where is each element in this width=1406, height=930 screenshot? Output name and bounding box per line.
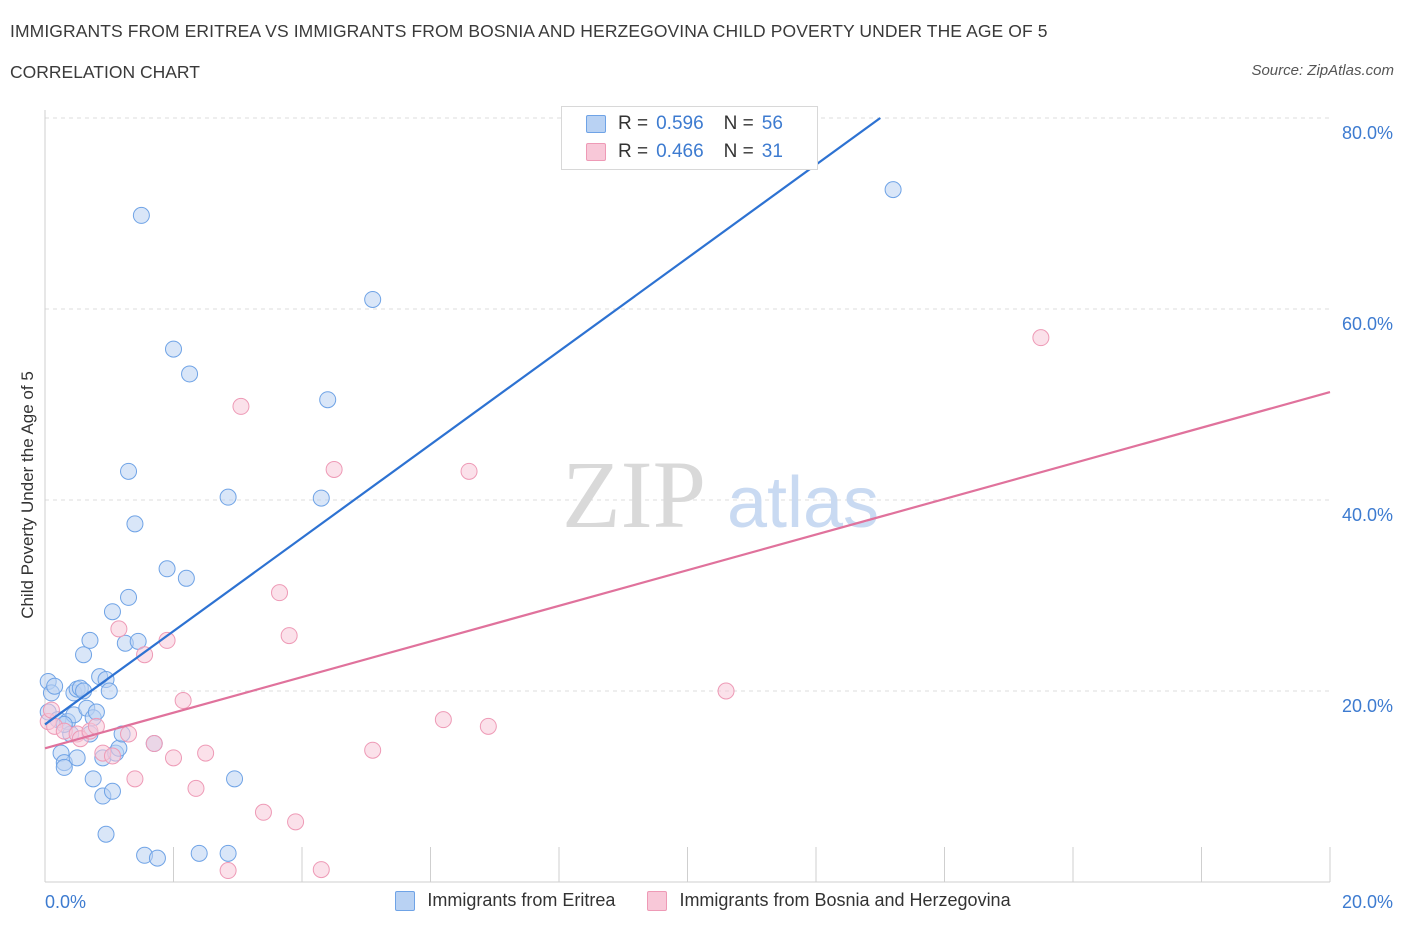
legend-swatch-eritrea (586, 115, 606, 133)
data-point-bosnia (120, 725, 138, 743)
data-point-eritrea (181, 365, 199, 383)
data-point-bosnia (232, 397, 250, 415)
trend-line-bosnia (44, 391, 1331, 750)
data-point-eritrea (312, 489, 330, 507)
legend-label-eritrea: Immigrants from Eritrea (427, 890, 616, 910)
data-point-eritrea (87, 703, 105, 721)
data-point-bosnia (434, 711, 452, 729)
chart-title: IMMIGRANTS FROM ERITREA VS IMMIGRANTS FR… (10, 21, 1048, 41)
y-tick-label: 40.0% (1342, 505, 1393, 525)
data-point-eritrea (226, 770, 244, 788)
data-point-eritrea (126, 515, 144, 533)
chart-subtitle: CORRELATION CHART (10, 62, 200, 82)
data-point-bosnia (479, 717, 497, 735)
trend-lines (44, 117, 1331, 750)
legend-swatch-eritrea (395, 890, 416, 911)
data-point-eritrea (364, 290, 382, 308)
stats-legend-row-eritrea: R = 0.596 N = 56 (586, 112, 803, 136)
data-point-eritrea (120, 588, 138, 606)
legend-item-eritrea[interactable]: Immigrants from Eritrea (395, 890, 615, 911)
n-value: 31 (761, 141, 783, 162)
n-label: N = (723, 113, 754, 134)
n-label: N = (723, 141, 754, 162)
data-point-bosnia (364, 741, 382, 759)
data-point-bosnia (187, 779, 205, 797)
data-point-bosnia (174, 692, 192, 710)
data-point-eritrea (120, 462, 138, 480)
data-point-bosnia (325, 460, 343, 478)
r-label: R = (618, 113, 649, 134)
data-point-eritrea (81, 631, 99, 649)
data-point-eritrea (884, 181, 902, 199)
data-point-eritrea (190, 844, 208, 862)
r-label: R = (618, 141, 649, 162)
watermark-atlas: atlas (727, 463, 879, 543)
data-point-eritrea (158, 560, 176, 578)
stats-legend: R = 0.596 N = 56 R = 0.466 N = 31 (561, 106, 818, 170)
data-point-bosnia (219, 862, 237, 880)
data-point-bosnia (42, 701, 60, 719)
data-points (39, 181, 1050, 880)
data-point-eritrea (219, 844, 237, 862)
stats-legend-row-bosnia: R = 0.466 N = 31 (586, 140, 803, 164)
data-point-bosnia (254, 803, 272, 821)
y-tick-label: 80.0% (1342, 123, 1393, 143)
x-tick-label: 20.0% (1342, 892, 1393, 912)
data-point-eritrea (148, 849, 166, 867)
data-point-bosnia (717, 682, 735, 700)
data-point-eritrea (319, 391, 337, 409)
n-value: 56 (761, 113, 783, 134)
data-point-eritrea (46, 677, 64, 695)
data-point-eritrea (132, 206, 150, 224)
r-value: 0.466 (656, 141, 704, 162)
data-point-bosnia (271, 584, 289, 602)
data-point-bosnia (145, 735, 163, 753)
y-tick-label: 20.0% (1342, 696, 1393, 716)
data-point-bosnia (460, 462, 478, 480)
data-point-eritrea (165, 340, 182, 358)
legend-label-bosnia: Immigrants from Bosnia and Herzegovina (679, 890, 1011, 910)
data-point-eritrea (103, 782, 121, 800)
data-point-eritrea (219, 488, 237, 506)
y-tick-label: 60.0% (1342, 314, 1393, 334)
x-tick-label: 0.0% (45, 892, 86, 912)
watermark-zip: ZIP (562, 441, 706, 548)
data-point-bosnia (197, 744, 215, 762)
data-point-bosnia (136, 646, 154, 664)
data-point-bosnia (103, 747, 121, 765)
data-point-bosnia (1032, 329, 1050, 347)
legend-swatch-bosnia (586, 143, 606, 161)
data-point-eritrea (68, 749, 86, 767)
data-point-eritrea (103, 603, 121, 621)
data-point-bosnia (110, 620, 128, 638)
data-point-bosnia (165, 749, 182, 767)
tick-labels: 20.0% 40.0% 60.0% 80.0% 0.0% 20.0% (45, 123, 1393, 912)
data-point-eritrea (177, 569, 195, 587)
data-point-bosnia (312, 861, 330, 879)
data-point-bosnia (280, 627, 298, 645)
legend-swatch-bosnia (647, 890, 668, 911)
data-point-eritrea (100, 682, 118, 700)
data-point-eritrea (84, 770, 102, 788)
data-point-eritrea (97, 825, 115, 843)
data-point-eritrea (55, 758, 73, 776)
legend-item-bosnia[interactable]: Immigrants from Bosnia and Herzegovina (647, 890, 1011, 911)
data-point-eritrea (75, 646, 93, 664)
data-point-bosnia (126, 770, 144, 788)
series-legend: Immigrants from Eritrea Immigrants from … (0, 890, 1406, 911)
source-credit: Source: ZipAtlas.com (1251, 62, 1394, 79)
axes (44, 110, 1331, 883)
r-value: 0.596 (656, 113, 704, 134)
data-point-bosnia (287, 813, 305, 831)
trend-line-eritrea (44, 117, 881, 726)
